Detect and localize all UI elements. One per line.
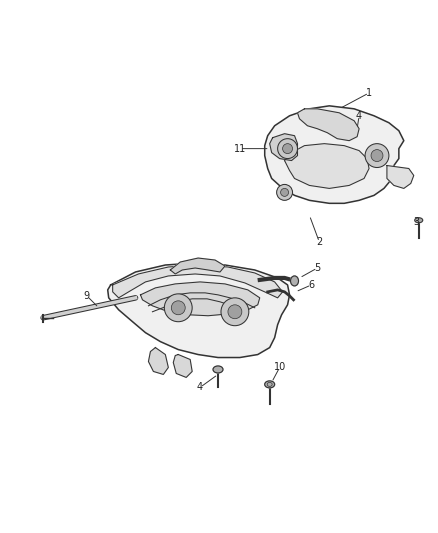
Ellipse shape [265,381,275,388]
Text: 9: 9 [84,291,90,301]
Polygon shape [108,263,290,358]
Text: 1: 1 [366,88,372,98]
Text: 3: 3 [413,217,420,227]
Circle shape [365,144,389,167]
Ellipse shape [213,366,223,373]
Polygon shape [148,348,168,375]
Circle shape [277,184,293,200]
Text: 2: 2 [316,237,322,247]
Polygon shape [113,265,283,298]
Circle shape [221,298,249,326]
Circle shape [278,139,297,158]
Circle shape [171,301,185,315]
Polygon shape [265,106,404,203]
Ellipse shape [415,218,423,223]
Circle shape [371,150,383,161]
Polygon shape [173,354,192,377]
Text: 5: 5 [314,263,321,273]
Text: 6: 6 [308,280,314,290]
Circle shape [228,305,242,319]
Text: 10: 10 [273,362,286,373]
Polygon shape [387,166,414,188]
Polygon shape [141,282,260,316]
Circle shape [281,188,289,196]
Circle shape [283,144,293,154]
Polygon shape [170,258,225,274]
Text: 11: 11 [234,143,246,154]
Text: 4: 4 [197,382,203,392]
Polygon shape [270,134,297,160]
Text: 4: 4 [356,111,362,121]
Polygon shape [297,109,359,141]
Circle shape [164,294,192,322]
Polygon shape [285,144,369,188]
Ellipse shape [290,276,298,286]
